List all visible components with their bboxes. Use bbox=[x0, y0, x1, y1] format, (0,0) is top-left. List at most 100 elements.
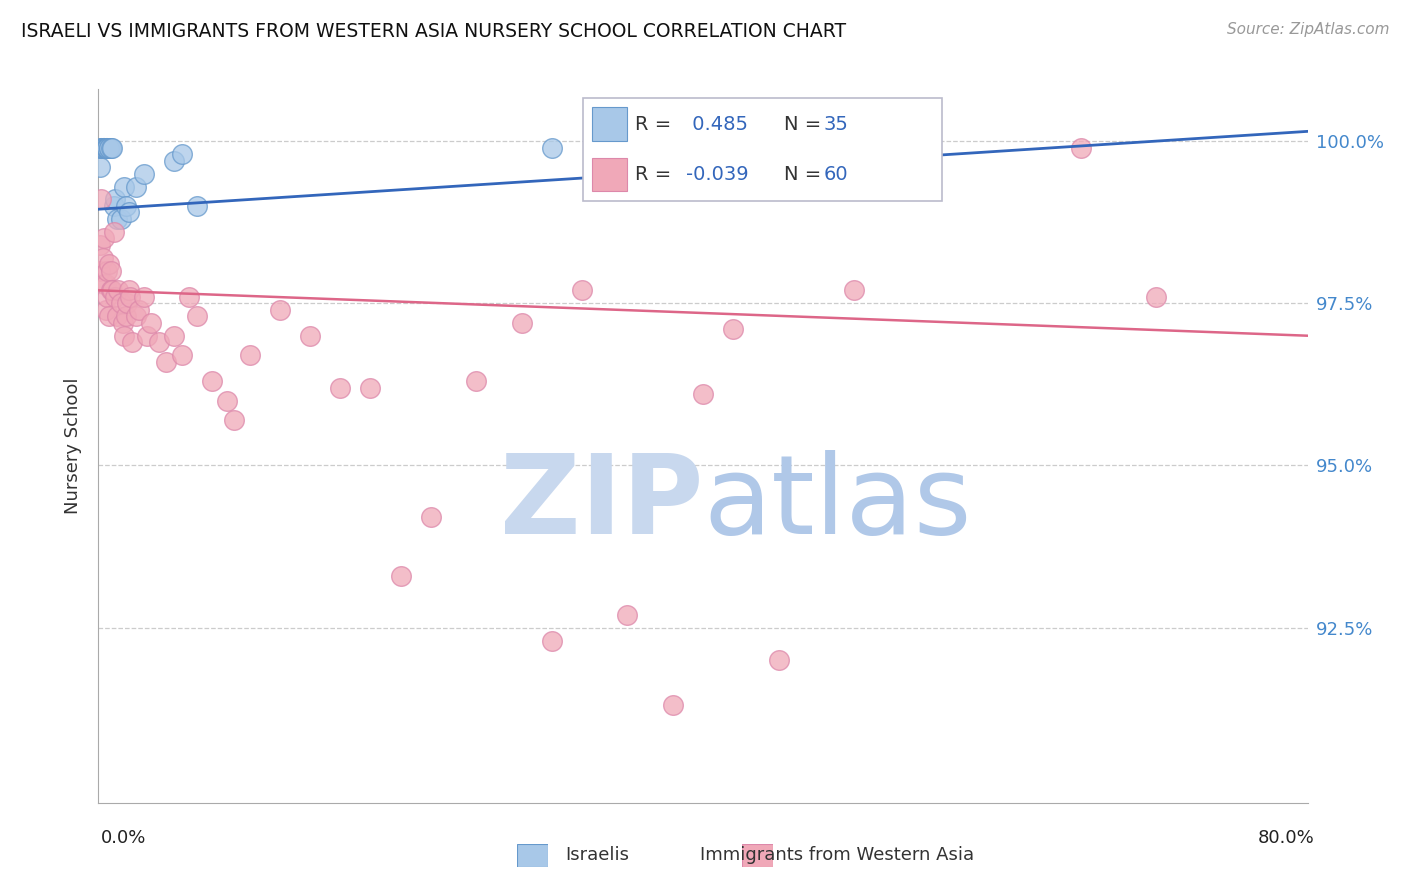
Point bbox=[201, 374, 224, 388]
Text: Immigrants from Western Asia: Immigrants from Western Asia bbox=[700, 846, 973, 863]
Point bbox=[186, 199, 208, 213]
Point bbox=[540, 633, 562, 648]
Point bbox=[89, 160, 111, 174]
Point bbox=[105, 310, 128, 324]
Point bbox=[101, 283, 124, 297]
Point bbox=[510, 316, 533, 330]
Point bbox=[98, 140, 121, 154]
Point bbox=[93, 140, 115, 154]
Point bbox=[329, 381, 352, 395]
Point bbox=[100, 283, 122, 297]
Point bbox=[103, 225, 125, 239]
Point bbox=[100, 140, 122, 154]
Point bbox=[96, 140, 118, 154]
Point bbox=[269, 302, 291, 317]
Point bbox=[141, 316, 163, 330]
FancyBboxPatch shape bbox=[742, 844, 773, 867]
Point bbox=[104, 193, 127, 207]
Point bbox=[148, 335, 170, 350]
Point bbox=[420, 510, 443, 524]
Point bbox=[114, 310, 136, 324]
Point bbox=[101, 140, 124, 154]
Point bbox=[91, 140, 114, 154]
Text: R =: R = bbox=[636, 115, 672, 134]
FancyBboxPatch shape bbox=[517, 844, 548, 867]
Point bbox=[135, 328, 157, 343]
Text: N =: N = bbox=[785, 115, 821, 134]
Point bbox=[93, 140, 115, 154]
Point bbox=[360, 381, 382, 395]
Point bbox=[107, 283, 129, 297]
Point bbox=[118, 205, 141, 219]
Point bbox=[104, 290, 127, 304]
Point bbox=[115, 296, 138, 310]
Point bbox=[571, 283, 593, 297]
Point bbox=[155, 354, 177, 368]
Point bbox=[111, 316, 134, 330]
Text: ZIP: ZIP bbox=[499, 450, 703, 557]
Point bbox=[90, 140, 112, 154]
FancyBboxPatch shape bbox=[583, 98, 942, 201]
Point bbox=[299, 328, 322, 343]
Point bbox=[96, 290, 118, 304]
Text: 0.485: 0.485 bbox=[686, 115, 748, 134]
Point bbox=[91, 140, 114, 154]
Point bbox=[692, 387, 714, 401]
Point bbox=[112, 328, 135, 343]
Text: N =: N = bbox=[785, 165, 821, 184]
Text: 80.0%: 80.0% bbox=[1258, 829, 1315, 847]
Point bbox=[215, 393, 238, 408]
Point bbox=[163, 153, 186, 168]
Point bbox=[94, 140, 117, 154]
FancyBboxPatch shape bbox=[592, 107, 627, 141]
Point bbox=[93, 140, 115, 154]
Point bbox=[118, 283, 141, 297]
Point bbox=[170, 348, 193, 362]
Point bbox=[616, 607, 638, 622]
Point bbox=[125, 310, 148, 324]
Point bbox=[110, 211, 132, 226]
Point bbox=[389, 568, 412, 582]
Text: Israelis: Israelis bbox=[565, 846, 630, 863]
Point bbox=[96, 140, 118, 154]
Point bbox=[98, 140, 121, 154]
Point bbox=[91, 140, 114, 154]
Point bbox=[94, 140, 117, 154]
Point bbox=[723, 322, 745, 336]
Point bbox=[224, 413, 246, 427]
Point bbox=[1070, 140, 1092, 154]
Point bbox=[100, 264, 122, 278]
Point bbox=[98, 310, 121, 324]
Point bbox=[112, 179, 135, 194]
Point bbox=[465, 374, 488, 388]
Point bbox=[128, 302, 150, 317]
Point bbox=[98, 257, 121, 271]
Point bbox=[170, 147, 193, 161]
Text: ISRAELI VS IMMIGRANTS FROM WESTERN ASIA NURSERY SCHOOL CORRELATION CHART: ISRAELI VS IMMIGRANTS FROM WESTERN ASIA … bbox=[21, 22, 846, 41]
Point bbox=[120, 290, 142, 304]
Y-axis label: Nursery School: Nursery School bbox=[65, 377, 83, 515]
Point bbox=[96, 264, 118, 278]
Point bbox=[239, 348, 262, 362]
Text: 60: 60 bbox=[824, 165, 848, 184]
Point bbox=[93, 140, 115, 154]
Point bbox=[540, 140, 562, 154]
Point bbox=[105, 211, 128, 226]
Point bbox=[125, 179, 148, 194]
Point bbox=[94, 302, 117, 317]
Text: Source: ZipAtlas.com: Source: ZipAtlas.com bbox=[1226, 22, 1389, 37]
FancyBboxPatch shape bbox=[592, 158, 627, 192]
Text: -0.039: -0.039 bbox=[686, 165, 748, 184]
Point bbox=[103, 199, 125, 213]
Point bbox=[94, 277, 117, 291]
Point bbox=[132, 290, 155, 304]
Text: 0.0%: 0.0% bbox=[101, 829, 146, 847]
Point bbox=[114, 199, 136, 213]
Point bbox=[121, 335, 143, 350]
Point bbox=[186, 310, 208, 324]
Point bbox=[768, 653, 790, 667]
Point bbox=[93, 277, 115, 291]
Text: R =: R = bbox=[636, 165, 672, 184]
Point bbox=[89, 264, 111, 278]
Point bbox=[132, 167, 155, 181]
